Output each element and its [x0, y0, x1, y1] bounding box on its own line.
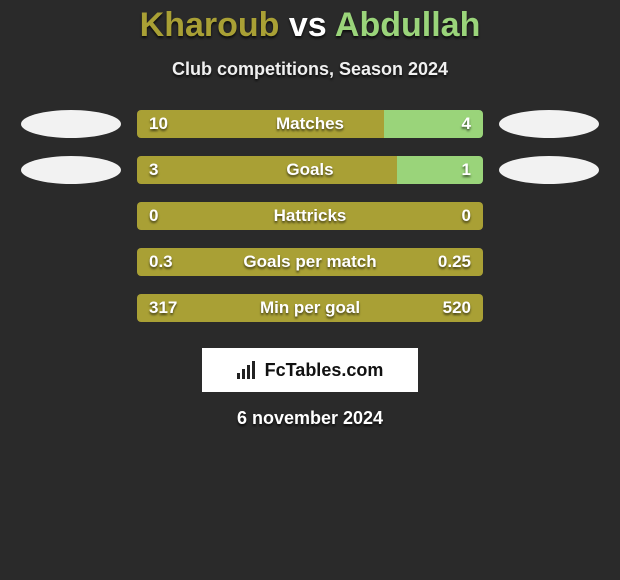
stat-label: Goals per match [137, 248, 483, 276]
title-player1: Kharoub [140, 6, 280, 44]
stat-row: 0.3 Goals per match 0.25 [0, 248, 620, 276]
brand-text: FcTables.com [265, 360, 384, 381]
brand-box[interactable]: FcTables.com [202, 348, 418, 392]
player1-oval [21, 156, 121, 184]
stat-row: 0 Hattricks 0 [0, 202, 620, 230]
stat-value-right: 0.25 [438, 248, 471, 276]
stat-bar: 3 Goals 1 [137, 156, 483, 184]
title-vs: vs [289, 6, 327, 44]
date-text: 6 november 2024 [0, 408, 620, 429]
player2-oval [499, 156, 599, 184]
stat-bar: 317 Min per goal 520 [137, 294, 483, 322]
stat-value-right: 1 [462, 156, 471, 184]
subtitle: Club competitions, Season 2024 [0, 59, 620, 80]
title-player2: Abdullah [335, 6, 480, 44]
widget-root: Kharoub vs Abdullah Club competitions, S… [0, 0, 620, 429]
player1-oval [21, 110, 121, 138]
stat-row: 3 Goals 1 [0, 156, 620, 184]
stats-rows: 10 Matches 4 3 Goals 1 0 [0, 110, 620, 322]
player2-oval [499, 110, 599, 138]
bar-chart-icon [237, 361, 259, 379]
stat-value-right: 0 [462, 202, 471, 230]
stat-bar: 0.3 Goals per match 0.25 [137, 248, 483, 276]
stat-label: Goals [137, 156, 483, 184]
stat-value-right: 520 [443, 294, 471, 322]
stat-label: Hattricks [137, 202, 483, 230]
stat-row: 10 Matches 4 [0, 110, 620, 138]
stat-bar: 0 Hattricks 0 [137, 202, 483, 230]
stat-bar: 10 Matches 4 [137, 110, 483, 138]
stat-row: 317 Min per goal 520 [0, 294, 620, 322]
stat-label: Min per goal [137, 294, 483, 322]
stat-value-right: 4 [462, 110, 471, 138]
stat-label: Matches [137, 110, 483, 138]
page-title: Kharoub vs Abdullah [0, 6, 620, 45]
